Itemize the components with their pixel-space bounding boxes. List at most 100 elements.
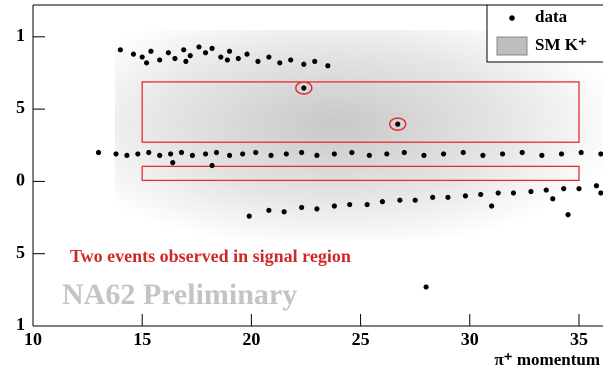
- data-point: [528, 188, 534, 195]
- data-point: [489, 203, 495, 209]
- annotation: Two events observed in signal region: [70, 246, 351, 266]
- x-tick-label: 15: [133, 329, 151, 349]
- background-density: [115, 30, 603, 240]
- data-point: [423, 284, 429, 290]
- data-point: [277, 60, 283, 66]
- data-point: [576, 186, 582, 192]
- data-point: [146, 149, 152, 156]
- data-point: [268, 152, 274, 158]
- legend-marker: [509, 15, 515, 21]
- data-point: [598, 151, 603, 157]
- data-point: [157, 57, 163, 63]
- data-point: [172, 55, 178, 62]
- data-point: [165, 50, 172, 56]
- data-point: [288, 57, 294, 63]
- data-point: [349, 149, 355, 156]
- data-point: [187, 53, 193, 59]
- data-point: [510, 190, 517, 196]
- data-point: [189, 152, 196, 158]
- data-point: [148, 48, 154, 54]
- data-point: [246, 213, 252, 219]
- event-ring: [295, 81, 313, 95]
- y-tick-label: 1: [16, 314, 25, 334]
- data-point: [558, 151, 565, 157]
- data-point: [255, 58, 261, 64]
- data-point: [224, 57, 230, 63]
- data-point: [347, 201, 353, 208]
- data-point: [113, 151, 119, 157]
- data-point: [412, 197, 418, 203]
- x-tick-label: 10: [24, 329, 42, 349]
- data-point: [226, 48, 233, 54]
- data-point: [209, 45, 215, 51]
- data-point: [124, 152, 130, 158]
- data-point: [440, 151, 447, 157]
- data-point: [117, 47, 123, 53]
- data-point: [543, 187, 549, 193]
- y-tick-label: 1: [16, 25, 25, 45]
- data-point: [266, 207, 272, 213]
- data-point: [196, 44, 202, 50]
- data-point: [462, 193, 469, 199]
- data-point: [170, 160, 176, 166]
- data-point: [95, 149, 102, 156]
- x-tick-label: 35: [570, 329, 588, 349]
- event-ring: [388, 117, 407, 131]
- signal-region: [141, 81, 580, 143]
- data-point: [314, 206, 320, 212]
- data-point: [312, 58, 318, 64]
- data-point: [283, 151, 289, 157]
- data-point: [181, 47, 187, 53]
- watermark: NA62 Preliminary: [62, 278, 297, 311]
- x-tick-label: 20: [242, 329, 260, 349]
- data-point: [331, 203, 337, 209]
- data-point: [301, 61, 307, 67]
- data-point: [478, 191, 484, 198]
- data-point: [364, 201, 370, 208]
- data-point: [139, 54, 145, 60]
- y-tick-label: 5: [16, 97, 25, 117]
- data-point: [331, 151, 337, 157]
- data-point: [202, 50, 209, 56]
- data-point: [430, 194, 436, 200]
- data-point: [244, 51, 250, 57]
- legend-label: data: [535, 7, 568, 26]
- data-point: [213, 149, 220, 156]
- x-axis-label: π⁺ momentum: [494, 350, 600, 369]
- data-point: [598, 190, 603, 196]
- data-point: [519, 149, 525, 156]
- data-point: [565, 212, 571, 218]
- data-point: [314, 152, 320, 158]
- legend-label: SM K⁺: [535, 35, 587, 54]
- data-point: [578, 149, 584, 156]
- data-point: [218, 54, 224, 60]
- data-point: [299, 204, 305, 211]
- data-point: [325, 63, 331, 69]
- data-point: [183, 58, 189, 64]
- data-point: [202, 151, 209, 157]
- data-point: [299, 149, 305, 156]
- data-point: [266, 54, 272, 60]
- data-point: [157, 152, 163, 158]
- data-point: [550, 196, 556, 202]
- data-point: [495, 190, 501, 196]
- data-point: [401, 149, 407, 156]
- data-point: [379, 199, 386, 205]
- data-point: [499, 151, 506, 157]
- data-point: [366, 152, 372, 158]
- data-point: [178, 149, 185, 156]
- data-point: [395, 121, 401, 127]
- data-point: [226, 152, 233, 158]
- x-tick-label: 30: [461, 329, 479, 349]
- data-point: [539, 152, 545, 158]
- y-tick-label: 0: [16, 170, 25, 190]
- data-point: [281, 209, 287, 215]
- data-point: [240, 151, 246, 157]
- data-point: [130, 51, 137, 57]
- y-tick-label: 5: [16, 242, 25, 262]
- data-point: [135, 151, 141, 157]
- data-point: [593, 183, 600, 189]
- data-point: [384, 151, 390, 157]
- data-point: [460, 149, 466, 156]
